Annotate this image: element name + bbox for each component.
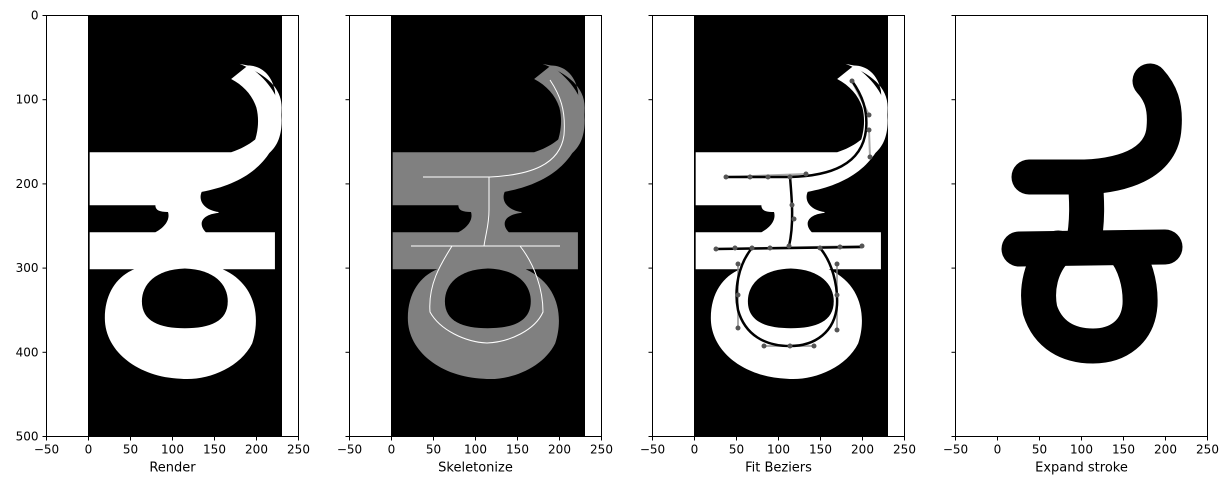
render-image [88, 15, 282, 436]
x-tick-label: 100 [1070, 443, 1093, 457]
y-tick-label: 200 [16, 177, 39, 191]
x-tick-label: −50 [337, 443, 362, 457]
y-tick-label: 500 [16, 430, 39, 444]
x-tick-label: 200 [548, 443, 571, 457]
panel-skeletonize [349, 15, 602, 437]
x-tick-label: 50 [1032, 443, 1047, 457]
x-tick-label: 100 [464, 443, 487, 457]
panel-render [46, 15, 299, 437]
x-tick-label: −50 [943, 443, 968, 457]
y-tick-label: 300 [16, 261, 39, 275]
x-tick-label: 100 [161, 443, 184, 457]
panel-fit-beziers [652, 15, 905, 437]
x-tick-label: 150 [1112, 443, 1135, 457]
x-axis-label: Fit Beziers [745, 461, 812, 476]
x-tick-label: 200 [851, 443, 874, 457]
x-tick-label: −50 [34, 443, 59, 457]
x-axis-label: Skeletonize [438, 461, 513, 476]
x-tick-label: 100 [767, 443, 790, 457]
x-tick-label: 0 [85, 443, 93, 457]
x-axis-label: Render [149, 461, 196, 476]
skeletonize-image [391, 15, 585, 436]
control-points [713, 78, 873, 349]
panel-expand-stroke [955, 15, 1208, 437]
axes-layer: −50 0 50 100 150 200 2500100200300400500Render… [16, 9, 1219, 476]
x-tick-label: 0 [691, 443, 699, 457]
skeleton-lines [411, 79, 565, 344]
y-tick-label: 0 [31, 9, 39, 23]
x-tick-label: 50 [123, 443, 138, 457]
x-tick-label: 0 [388, 443, 396, 457]
x-tick-label: 150 [809, 443, 832, 457]
x-tick-label: 250 [590, 443, 613, 457]
x-tick-label: 50 [729, 443, 744, 457]
x-tick-label: 200 [245, 443, 268, 457]
x-tick-label: 250 [1196, 443, 1219, 457]
fit-beziers-image [694, 15, 888, 436]
x-tick-label: 0 [994, 443, 1002, 457]
y-tick-label: 400 [16, 345, 39, 359]
x-tick-label: 150 [203, 443, 226, 457]
x-tick-label: 150 [506, 443, 529, 457]
x-tick-label: 250 [893, 443, 916, 457]
x-tick-label: −50 [640, 443, 665, 457]
x-tick-label: 50 [426, 443, 441, 457]
x-tick-label: 250 [287, 443, 310, 457]
x-tick-label: 200 [1154, 443, 1177, 457]
expand-stroke-image [1001, 63, 1183, 364]
x-axis-label: Expand stroke [1035, 461, 1128, 476]
y-tick-label: 100 [16, 93, 39, 107]
